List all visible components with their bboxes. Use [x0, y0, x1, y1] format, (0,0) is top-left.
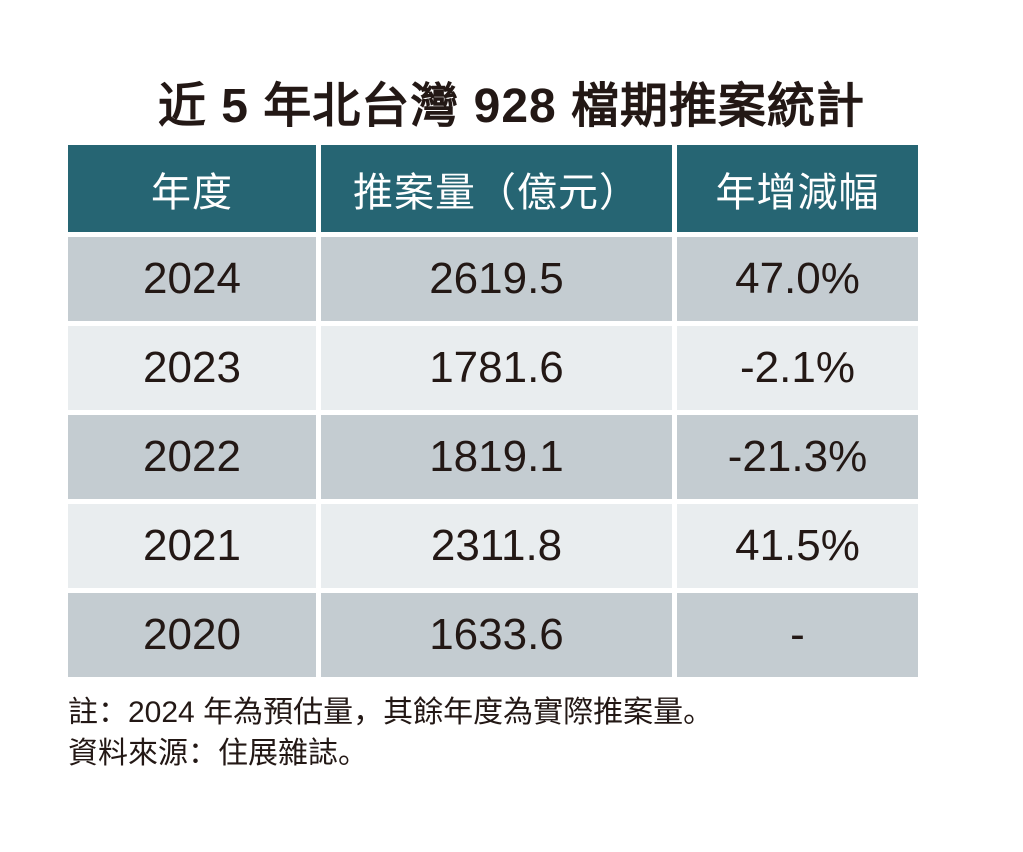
footnote-source: 資料來源：住展雜誌。: [68, 737, 368, 770]
table-cell-change: 41.5%: [677, 504, 918, 588]
table-cell-volume: 1781.6: [321, 326, 672, 410]
table-cell-volume: 1633.6: [321, 593, 672, 677]
table-cell-change: -21.3%: [677, 415, 918, 499]
column-header-year: 年度: [68, 145, 316, 232]
table-cell-year: 2024: [68, 237, 316, 321]
table-cell-volume: 2311.8: [321, 504, 672, 588]
table-cell-change: -: [677, 593, 918, 677]
column-header-change: 年增減幅: [677, 145, 918, 232]
table-cell-change: -2.1%: [677, 326, 918, 410]
column-header-volume: 推案量（億元）: [321, 145, 672, 232]
table-cell-year: 2020: [68, 593, 316, 677]
table-cell-change: 47.0%: [677, 237, 918, 321]
statistics-table: 年度 推案量（億元） 年增減幅 2024 2619.5 47.0% 2023 1…: [68, 145, 918, 677]
table-cell-volume: 2619.5: [321, 237, 672, 321]
table-cell-volume: 1819.1: [321, 415, 672, 499]
table-cell-year: 2022: [68, 415, 316, 499]
page-title: 近 5 年北台灣 928 檔期推案統計: [157, 80, 866, 133]
footnote-estimate: 註：2024 年為預估量，其餘年度為實際推案量。: [68, 696, 714, 729]
table-cell-year: 2023: [68, 326, 316, 410]
footnotes: 註：2024 年為預估量，其餘年度為實際推案量。 資料來源：住展雜誌。: [68, 692, 968, 774]
table-cell-year: 2021: [68, 504, 316, 588]
